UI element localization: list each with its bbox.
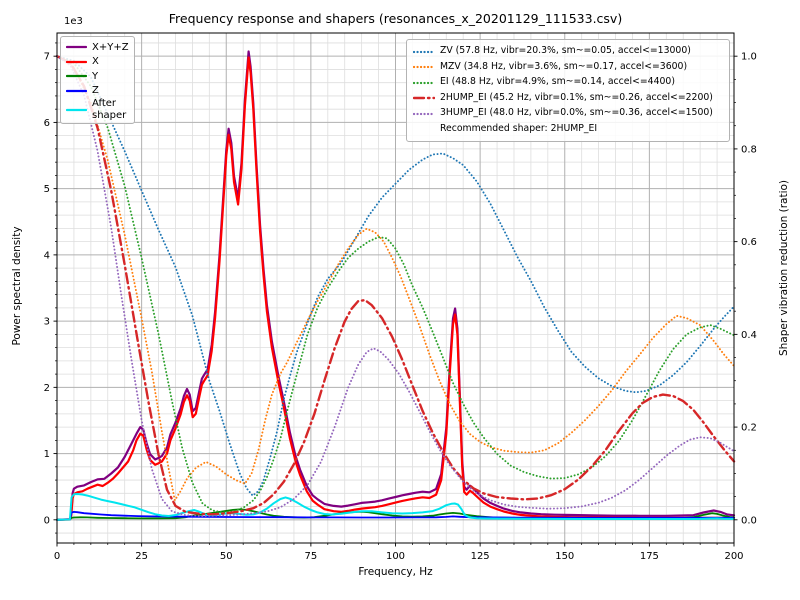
y-left-tick-label: 2 bbox=[44, 383, 50, 394]
x-tick-label: 0 bbox=[54, 551, 60, 562]
legend-item-mzv: MZV (34.8 Hz, vibr=3.6%, sm~=0.17, accel… bbox=[413, 60, 723, 76]
axis-ticks: 0 25 50 75 100 125 150 175 200 0 1 2 3 4 5 6 7 0.0 0.2 0.4 0… bbox=[44, 42, 757, 562]
legend-line-sample bbox=[413, 124, 435, 134]
y-axis-offset-text: 1e3 bbox=[64, 16, 83, 27]
y-right-tick-label: 0.6 bbox=[741, 237, 757, 248]
legend-line-sample bbox=[413, 81, 435, 84]
y-right-tick-label: 0.0 bbox=[741, 515, 757, 526]
x-tick-label: 150 bbox=[555, 551, 574, 562]
chart-title: Frequency response and shapers (resonanc… bbox=[168, 11, 623, 26]
series-x-y-z bbox=[55, 50, 736, 521]
y-left-tick-label: 5 bbox=[44, 184, 50, 195]
legend-line-sample bbox=[66, 75, 87, 78]
legend-item-z: Z bbox=[66, 84, 129, 99]
series-z bbox=[56, 511, 735, 521]
legend-line-sample bbox=[413, 97, 435, 100]
x-tick-label: 200 bbox=[724, 551, 743, 562]
series-x bbox=[55, 56, 736, 521]
y-left-tick-label: 0 bbox=[44, 515, 50, 526]
y-left-tick-label: 3 bbox=[44, 317, 50, 328]
series-after-shaper bbox=[56, 493, 735, 521]
legend-item-2hump-ei: 2HUMP_EI (45.2 Hz, vibr=0.1%, sm~=0.26, … bbox=[413, 91, 723, 107]
legend-item-label: X bbox=[92, 56, 99, 67]
y-right-tick-label: 0.4 bbox=[741, 330, 757, 341]
legend-item-label: Y bbox=[92, 70, 99, 82]
legend-item-label: ZV (57.8 Hz, vibr=20.3%, sm~=0.05, accel… bbox=[440, 45, 691, 57]
legend-line-sample bbox=[66, 60, 87, 63]
y-right-tick-label: 0.8 bbox=[741, 144, 757, 155]
y-right-axis-label: Shaper vibration reduction (ratio) bbox=[778, 179, 790, 357]
legend-item-after: After shaper bbox=[66, 98, 129, 121]
legend-item-recommended: Recommended shaper: 2HUMP_EI bbox=[413, 122, 723, 138]
legend-item-label: 2HUMP_EI (45.2 Hz, vibr=0.1%, sm~=0.26, … bbox=[440, 91, 713, 103]
legend-item-y: Y bbox=[66, 69, 129, 84]
x-tick-label: 25 bbox=[135, 551, 148, 562]
series-curves bbox=[55, 50, 736, 521]
y-left-tick-label: 4 bbox=[44, 250, 50, 261]
legend-line-sample bbox=[66, 46, 87, 49]
legend-item-label: 3HUMP_EI (48.0 Hz, vibr=0.0%, sm~=0.36, … bbox=[440, 107, 713, 119]
legend-item-x: X bbox=[66, 55, 129, 70]
legend-item-label: After shaper bbox=[92, 98, 127, 121]
legend-item-ei: EI (48.8 Hz, vibr=4.9%, sm~=0.14, accel<… bbox=[413, 75, 723, 91]
x-tick-label: 100 bbox=[386, 551, 405, 562]
series-zv bbox=[56, 55, 735, 497]
legend-item-label: MZV (34.8 Hz, vibr=3.6%, sm~=0.17, accel… bbox=[440, 60, 688, 72]
legend-line-sample bbox=[413, 66, 435, 69]
legend-item-label: X+Y+Z bbox=[92, 41, 129, 53]
legend-item-label: Z bbox=[92, 85, 99, 96]
y-left-axis-label: Power spectral density bbox=[11, 226, 23, 346]
y-left-tick-label: 6 bbox=[44, 118, 50, 129]
y-right-tick-label: 1.0 bbox=[741, 52, 757, 63]
y-left-tick-label: 1 bbox=[44, 449, 50, 460]
legend-line-sample bbox=[413, 112, 435, 115]
legend-item-label: Recommended shaper: 2HUMP_EI bbox=[440, 122, 598, 134]
x-tick-label: 175 bbox=[640, 551, 659, 562]
legend-shapers: ZV (57.8 Hz, vibr=20.3%, sm~=0.05, accel… bbox=[406, 39, 730, 142]
legend-item-label: EI (48.8 Hz, vibr=4.9%, sm~=0.14, accel<… bbox=[440, 76, 675, 88]
legend-line-sample bbox=[66, 108, 87, 111]
legend-item-zv: ZV (57.8 Hz, vibr=20.3%, sm~=0.05, accel… bbox=[413, 44, 723, 60]
y-right-tick-label: 0.2 bbox=[741, 423, 757, 434]
series-3hump-ei bbox=[56, 55, 735, 518]
legend-line-sample bbox=[66, 89, 87, 92]
series-2hump-ei bbox=[55, 55, 736, 516]
legend-psd-series: X+Y+Z X Y Z After shaper bbox=[60, 36, 135, 124]
y-left-tick-label: 7 bbox=[44, 52, 50, 63]
legend-item-x+y+z: X+Y+Z bbox=[66, 40, 129, 55]
series-ei bbox=[56, 55, 735, 514]
legend-line-sample bbox=[413, 50, 435, 53]
x-tick-label: 75 bbox=[305, 551, 318, 562]
x-axis-label: Frequency, Hz bbox=[358, 566, 433, 578]
x-tick-label: 50 bbox=[220, 551, 233, 562]
x-tick-label: 125 bbox=[471, 551, 490, 562]
legend-item-3hump-ei: 3HUMP_EI (48.0 Hz, vibr=0.0%, sm~=0.36, … bbox=[413, 106, 723, 122]
